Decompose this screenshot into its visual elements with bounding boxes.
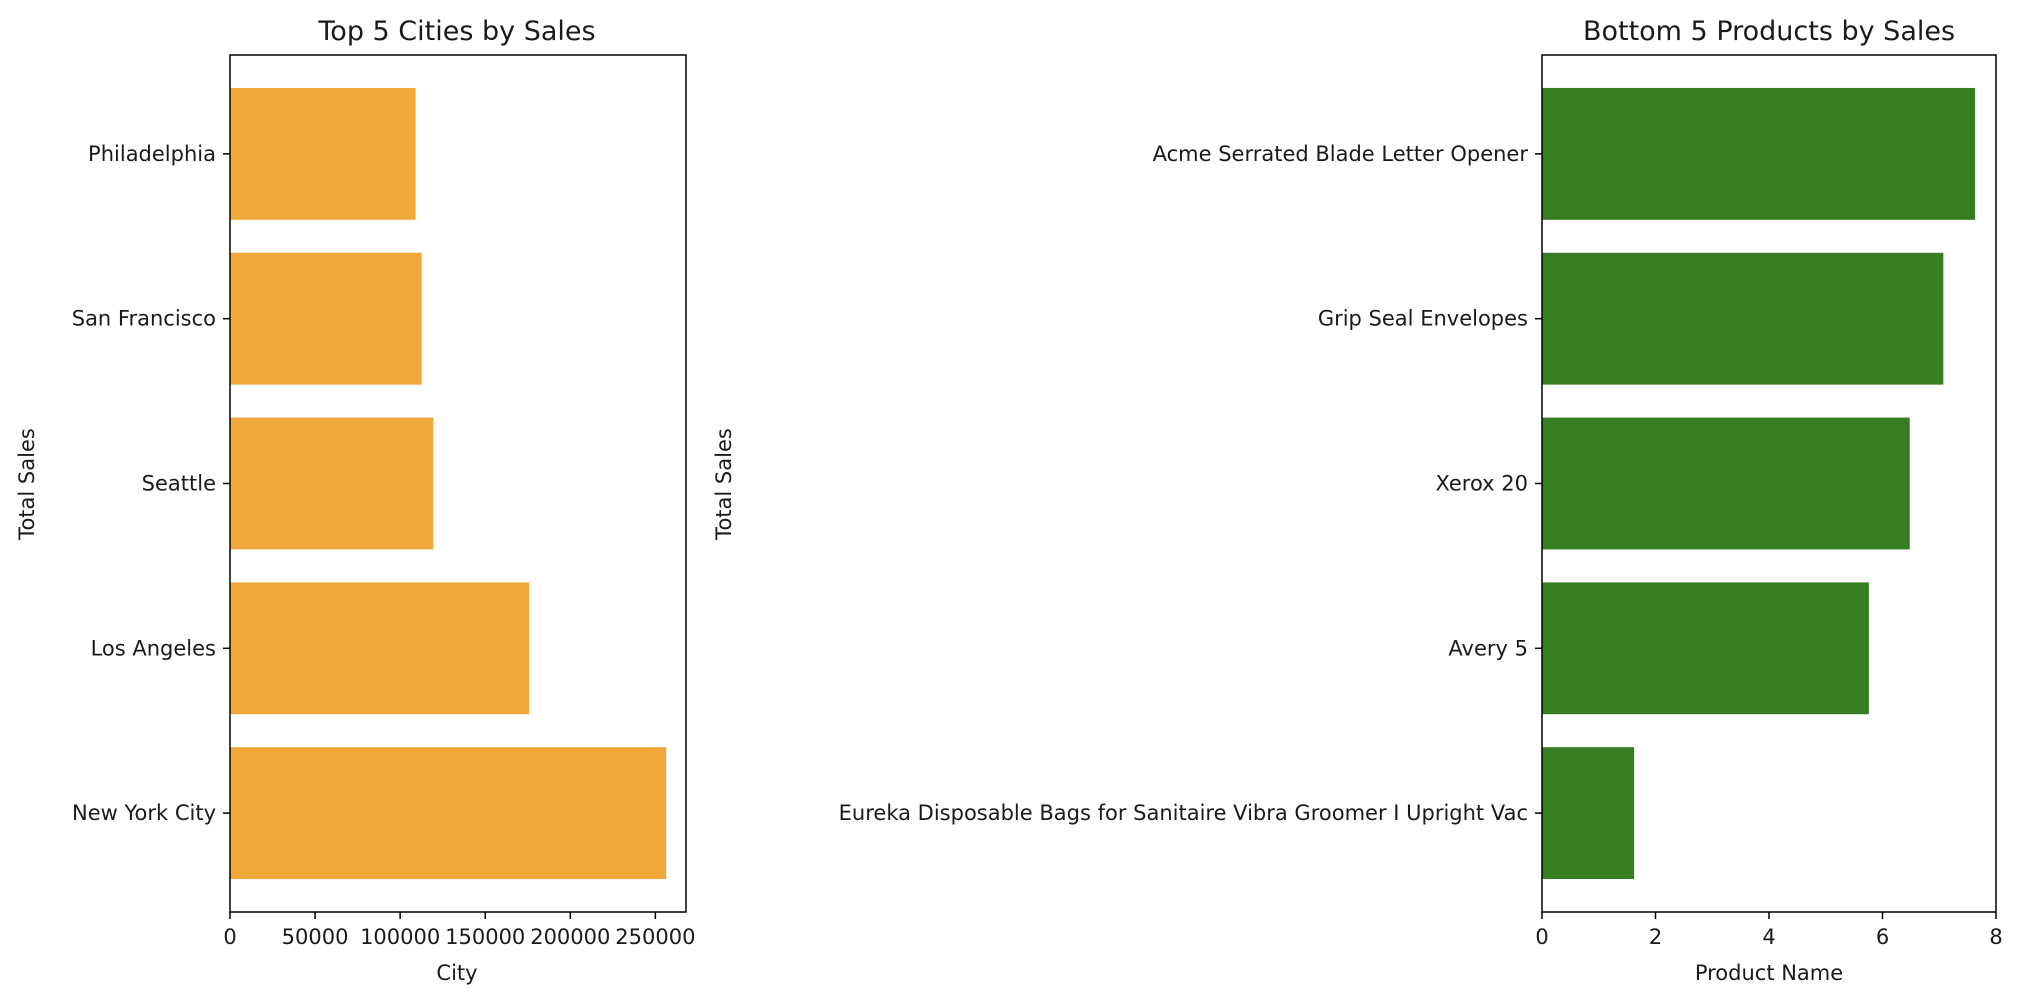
y-tick-label: Seattle xyxy=(142,472,216,496)
bar xyxy=(230,252,422,385)
bar xyxy=(230,747,667,880)
x-tick-label: 250000 xyxy=(615,925,695,949)
y-tick-label: Grip Seal Envelopes xyxy=(1318,307,1528,331)
x-tick-label: 200000 xyxy=(530,925,610,949)
bar xyxy=(1542,252,1944,385)
x-tick-label: 4 xyxy=(1762,925,1775,949)
y-tick-group: Eureka Disposable Bags for Sanitaire Vib… xyxy=(839,142,1542,825)
plot-frame xyxy=(1541,54,1997,913)
bar xyxy=(1542,747,1635,880)
y-tick-label: Xerox 20 xyxy=(1435,472,1528,496)
y-tick-label: Philadelphia xyxy=(88,142,216,166)
bar xyxy=(230,87,416,220)
y-tick-label: San Francisco xyxy=(72,307,216,331)
bar-group xyxy=(1542,87,1976,880)
chart-top-cities: Top 5 Cities by Sales Total Sales City N… xyxy=(15,16,695,985)
bar xyxy=(230,417,434,550)
y-tick-label: New York City xyxy=(72,801,216,825)
bar-group xyxy=(230,87,667,880)
x-axis-label: City xyxy=(436,961,477,985)
y-tick-group: New York City Los Angeles Seattle San Franc… xyxy=(72,142,230,825)
x-tick-label: 6 xyxy=(1876,925,1889,949)
x-tick-label: 50000 xyxy=(282,925,349,949)
x-axis-label: Product Name xyxy=(1695,961,1843,985)
y-axis-label: Total Sales xyxy=(15,428,39,541)
bar xyxy=(230,582,530,715)
y-tick-label: Los Angeles xyxy=(91,636,216,660)
plot-frame xyxy=(229,54,687,913)
bar xyxy=(1542,87,1976,220)
x-tick-group: 0 2 4 6 8 xyxy=(1535,912,2003,949)
chart-title: Top 5 Cities by Sales xyxy=(317,16,595,47)
y-tick-label: Avery 5 xyxy=(1448,636,1528,660)
x-tick-group: 0 50000 100000 150000 200000 250000 xyxy=(223,912,695,949)
y-axis-label: Total Sales xyxy=(712,428,736,541)
chart-title: Bottom 5 Products by Sales xyxy=(1583,16,1955,47)
x-tick-label: 150000 xyxy=(445,925,525,949)
x-tick-label: 0 xyxy=(1535,925,1548,949)
x-tick-label: 0 xyxy=(223,925,236,949)
x-tick-label: 2 xyxy=(1649,925,1662,949)
x-tick-label: 100000 xyxy=(360,925,440,949)
chart-bottom-products: Bottom 5 Products by Sales Total Sales P… xyxy=(712,16,2003,985)
bar xyxy=(1542,417,1910,550)
y-tick-label: Eureka Disposable Bags for Sanitaire Vib… xyxy=(839,801,1528,825)
y-tick-label: Acme Serrated Blade Letter Opener xyxy=(1153,142,1529,166)
x-tick-label: 8 xyxy=(1989,925,2002,949)
bar xyxy=(1542,582,1869,715)
